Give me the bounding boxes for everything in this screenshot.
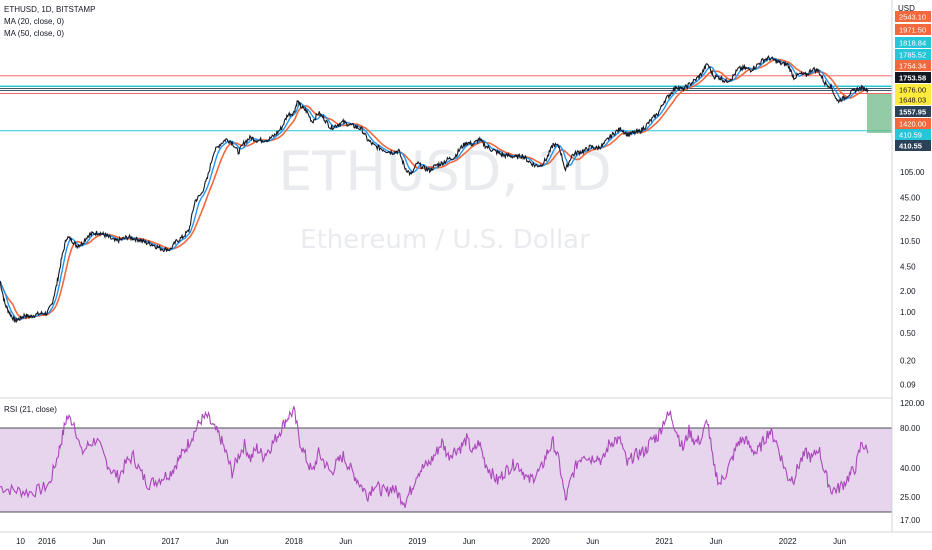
price-tick-label: 0.50 bbox=[900, 329, 916, 338]
price-axis[interactable]: USD 0.09 0.20 0.50 1.00 2.00 4.50 10.50 22.50 45… bbox=[891, 0, 932, 550]
time-tick-label: Jun bbox=[92, 537, 105, 546]
rsi-label: RSI (21, close) bbox=[4, 405, 57, 414]
price-tag-label: 1818.84 bbox=[899, 39, 926, 48]
price-tag bbox=[895, 94, 931, 105]
price-tag-label: 1420.00 bbox=[899, 120, 926, 129]
ma50-label: MA (50, close, 0) bbox=[4, 29, 64, 38]
currency-label: USD bbox=[898, 4, 915, 13]
price-tag-label: 1648.03 bbox=[899, 96, 926, 105]
price-tag-label: 410.59 bbox=[899, 131, 922, 140]
price-tag bbox=[895, 84, 931, 95]
price-tag-label: 1557.95 bbox=[899, 108, 926, 117]
rsi-band bbox=[0, 428, 892, 512]
price-tag bbox=[895, 60, 931, 71]
price-tag-label: 1971.50 bbox=[899, 26, 926, 35]
price-tick-label: 22.50 bbox=[900, 214, 921, 223]
time-tick-label: 2019 bbox=[408, 537, 426, 546]
price-tick-label: 4.50 bbox=[900, 263, 916, 272]
rsi-axis-ticks: 17.00 25.00 40.00 80.00 120.00 bbox=[900, 399, 925, 525]
price-tag-label: 410.55 bbox=[899, 142, 922, 151]
price-tag bbox=[895, 118, 931, 129]
price-tag bbox=[895, 49, 931, 60]
time-tick-label: Jun bbox=[586, 537, 599, 546]
price-tick-label: 45.00 bbox=[900, 193, 921, 202]
horizontal-levels[interactable] bbox=[0, 75, 892, 132]
price-tag-label: 1785.52 bbox=[899, 51, 926, 60]
time-tick-label: 10 bbox=[16, 537, 25, 546]
time-tick-label: Jun bbox=[833, 537, 846, 546]
price-tag-label: 1676.00 bbox=[899, 86, 926, 95]
price-tick-label: 10.50 bbox=[900, 237, 921, 246]
time-tick-label: 2022 bbox=[779, 537, 797, 546]
price-pane[interactable]: ETHUSD, 1D Ethereum / U.S. Dollar bbox=[0, 54, 892, 324]
time-tick-label: 2018 bbox=[285, 537, 303, 546]
rsi-line bbox=[0, 406, 869, 508]
rsi-series bbox=[0, 406, 869, 508]
time-tick-label: 2020 bbox=[532, 537, 550, 546]
price-tag-label: 2543.10 bbox=[899, 13, 926, 22]
price-tag bbox=[895, 11, 931, 22]
watermark-ticker: ETHUSD, 1D bbox=[278, 140, 611, 203]
price-tag-label: 1754.34 bbox=[899, 62, 926, 71]
price-axis-tags: 2543.10 1971.50 1818.84 1785.52 1754.34 1753.… bbox=[895, 11, 931, 151]
price-tick-label: 2.00 bbox=[900, 287, 916, 296]
chart-legend: ETHUSD, 1D, BITSTAMP MA (20, close, 0) M… bbox=[4, 5, 95, 38]
time-tick-label: Jun bbox=[339, 537, 352, 546]
price-tag bbox=[895, 106, 931, 117]
price-tag bbox=[895, 24, 931, 35]
time-axis[interactable]: 10 2016 Jun 2017 Jun 2018 Jun 2019 Jun 2020 Jun 202… bbox=[0, 531, 932, 546]
time-tick-label: Jun bbox=[216, 537, 229, 546]
symbol-line: ETHUSD, 1D, BITSTAMP bbox=[4, 5, 95, 14]
ma20-label: MA (20, close, 0) bbox=[4, 17, 64, 26]
watermark-description: Ethereum / U.S. Dollar bbox=[300, 225, 590, 255]
price-tag bbox=[895, 129, 931, 140]
target-zone[interactable] bbox=[867, 94, 892, 133]
time-tick-label: Jun bbox=[710, 537, 723, 546]
price-series bbox=[0, 54, 869, 324]
time-tick-label: 2017 bbox=[162, 537, 180, 546]
ma50-line bbox=[0, 58, 868, 320]
time-axis-ticks: 10 2016 Jun 2017 Jun 2018 Jun 2019 Jun 2020 Jun 202… bbox=[16, 537, 846, 546]
price-tag bbox=[895, 72, 931, 83]
price-tick-label: 0.20 bbox=[900, 356, 916, 365]
price-tag bbox=[895, 37, 931, 48]
time-tick-label: Jun bbox=[463, 537, 476, 546]
rsi-tick-label: 40.00 bbox=[900, 464, 921, 473]
time-tick-label: 2021 bbox=[655, 537, 673, 546]
price-tick-label: 1.00 bbox=[900, 308, 916, 317]
rsi-tick-label: 17.00 bbox=[900, 516, 921, 525]
price-axis-ticks: 0.09 0.20 0.50 1.00 2.00 4.50 10.50 22.50 45.00 1… bbox=[900, 168, 925, 390]
price-line bbox=[0, 54, 869, 324]
symbol-watermark: ETHUSD, 1D Ethereum / U.S. Dollar bbox=[278, 140, 611, 255]
price-tag-label: 1753.58 bbox=[899, 74, 926, 83]
time-tick-label: 2016 bbox=[38, 537, 56, 546]
rsi-tick-label: 25.00 bbox=[900, 493, 921, 502]
rsi-pane[interactable]: RSI (21, close) bbox=[0, 405, 892, 513]
price-tag bbox=[895, 140, 931, 151]
rsi-tick-label: 120.00 bbox=[900, 399, 925, 408]
price-tick-label: 105.00 bbox=[900, 168, 925, 177]
rsi-tick-label: 80.00 bbox=[900, 424, 921, 433]
price-tick-label: 0.09 bbox=[900, 380, 916, 389]
